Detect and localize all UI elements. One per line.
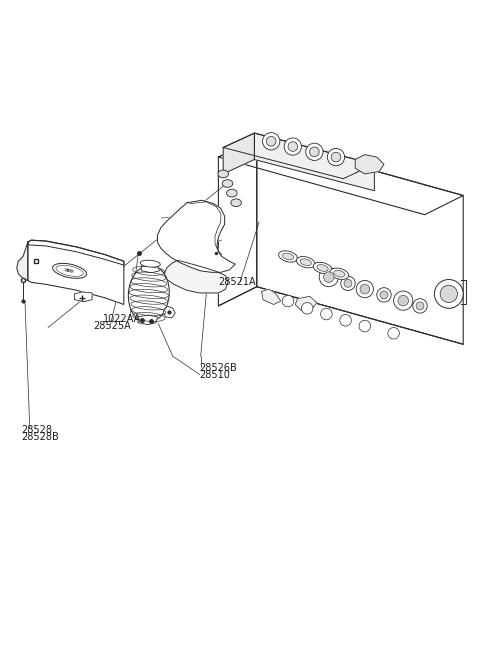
Circle shape [344,280,352,288]
Circle shape [288,141,298,151]
Polygon shape [295,296,317,310]
Ellipse shape [330,268,349,280]
Polygon shape [137,315,157,325]
Circle shape [416,302,424,310]
Text: 28528B: 28528B [22,432,60,442]
Ellipse shape [227,189,237,197]
Polygon shape [218,138,257,306]
Text: OBD: OBD [63,269,74,274]
Ellipse shape [231,199,241,206]
Circle shape [331,153,341,162]
Polygon shape [17,242,28,280]
Circle shape [324,272,334,282]
Ellipse shape [128,265,169,323]
Circle shape [341,276,355,291]
Ellipse shape [282,253,294,260]
Circle shape [359,320,371,332]
Circle shape [310,147,319,157]
Circle shape [388,328,399,339]
Text: 28528: 28528 [22,424,53,435]
Ellipse shape [313,262,332,274]
Circle shape [321,309,332,320]
Text: 1022AA: 1022AA [103,314,142,324]
Polygon shape [262,289,281,305]
Circle shape [263,132,280,150]
Circle shape [394,291,413,310]
Polygon shape [28,240,124,305]
Circle shape [356,280,373,298]
Circle shape [327,149,345,166]
Polygon shape [223,133,374,179]
Text: 28525A: 28525A [94,320,132,331]
Polygon shape [164,260,228,293]
Circle shape [377,288,391,302]
Polygon shape [28,240,124,265]
Ellipse shape [317,265,328,271]
Circle shape [440,286,457,303]
Polygon shape [257,138,463,345]
Ellipse shape [53,263,86,278]
Polygon shape [157,200,235,272]
Circle shape [413,299,427,313]
Circle shape [266,136,276,146]
Ellipse shape [334,271,345,277]
Ellipse shape [56,265,83,276]
Circle shape [340,314,351,326]
Ellipse shape [300,259,312,265]
Text: 28510: 28510 [199,371,230,381]
Circle shape [284,138,301,155]
Circle shape [282,295,294,307]
Ellipse shape [296,257,315,268]
Ellipse shape [140,260,160,267]
Circle shape [306,143,323,160]
Circle shape [398,295,408,306]
Polygon shape [142,264,159,272]
Ellipse shape [218,170,228,178]
Circle shape [301,303,313,314]
Ellipse shape [222,179,233,187]
Polygon shape [163,306,175,318]
Polygon shape [355,155,384,174]
Circle shape [380,291,388,299]
Circle shape [434,280,463,309]
Circle shape [360,284,370,294]
Polygon shape [74,292,92,301]
Polygon shape [218,138,463,215]
Text: 28526B: 28526B [199,364,237,373]
Text: 28521A: 28521A [218,277,256,287]
Polygon shape [254,133,374,191]
Polygon shape [223,133,254,174]
Circle shape [319,267,338,287]
Ellipse shape [278,251,298,262]
